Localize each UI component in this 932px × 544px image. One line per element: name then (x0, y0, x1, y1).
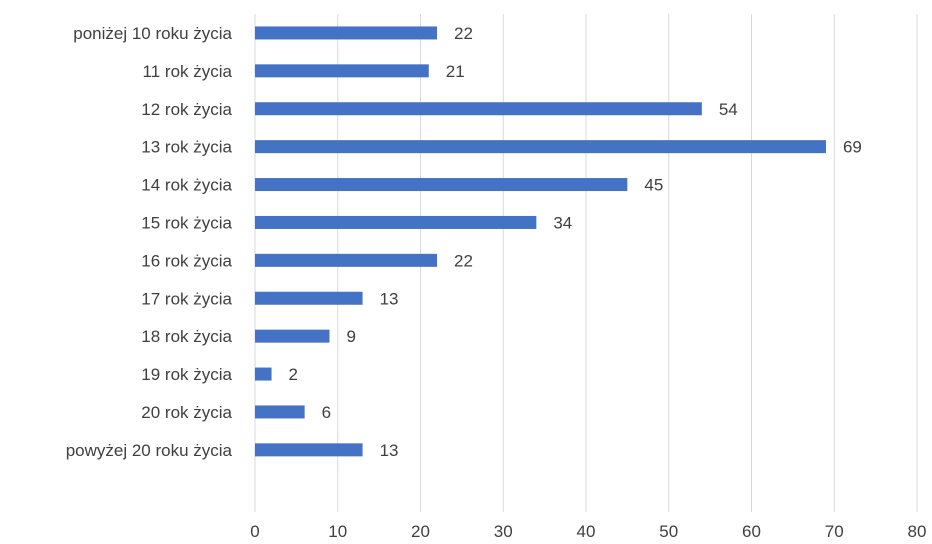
x-tick-label: 40 (577, 522, 596, 541)
data-label: 22 (454, 24, 473, 43)
category-label: 15 rok życia (141, 213, 232, 232)
category-label: poniżej 10 roku życia (73, 24, 232, 43)
x-tick-label: 60 (742, 522, 761, 541)
category-label: 20 rok życia (141, 403, 232, 422)
data-label: 34 (553, 213, 572, 232)
category-label: 17 rok życia (141, 289, 232, 308)
bar (255, 405, 305, 419)
data-label: 22 (454, 251, 473, 270)
category-label: 16 rok życia (141, 251, 232, 270)
bar (255, 367, 272, 381)
x-axis-tick-labels: 0 10 20 30 40 50 60 70 80 (250, 522, 926, 541)
bar (255, 178, 628, 192)
bar (255, 215, 537, 229)
category-label: 11 rok życia (143, 62, 233, 81)
category-label: 12 rok życia (141, 100, 232, 119)
data-label: 21 (446, 62, 465, 81)
gridlines (254, 14, 918, 512)
data-label: 13 (380, 441, 399, 460)
x-tick-label: 80 (908, 522, 927, 541)
bar (255, 253, 438, 267)
bar (255, 102, 702, 116)
data-label: 2 (289, 365, 298, 384)
data-label: 45 (644, 176, 663, 195)
category-label: 13 rok życia (141, 138, 232, 157)
bar (255, 329, 330, 343)
data-label: 54 (719, 100, 738, 119)
bar (255, 443, 363, 457)
bar (255, 291, 363, 305)
data-labels: 22 21 54 69 45 34 22 13 9 2 6 13 (289, 24, 862, 460)
x-tick-label: 50 (659, 522, 678, 541)
data-label: 69 (843, 138, 862, 157)
bars (255, 26, 826, 457)
x-tick-label: 20 (411, 522, 430, 541)
data-label: 6 (322, 403, 331, 422)
bar (255, 26, 438, 40)
data-label: 9 (346, 327, 355, 346)
category-labels: poniżej 10 roku życia 11 rok życia 12 rok … (66, 24, 233, 460)
category-label: 14 rok życia (141, 176, 232, 195)
x-tick-label: 70 (825, 522, 844, 541)
x-tick-label: 10 (328, 522, 347, 541)
x-tick-label: 30 (494, 522, 513, 541)
category-label: 18 rok życia (141, 327, 232, 346)
category-label: powyżej 20 roku życia (66, 441, 233, 460)
x-tick-label: 0 (250, 522, 259, 541)
bar (255, 140, 826, 154)
bar (255, 64, 429, 78)
data-label: 13 (380, 289, 399, 308)
category-label: 19 rok życia (141, 365, 232, 384)
